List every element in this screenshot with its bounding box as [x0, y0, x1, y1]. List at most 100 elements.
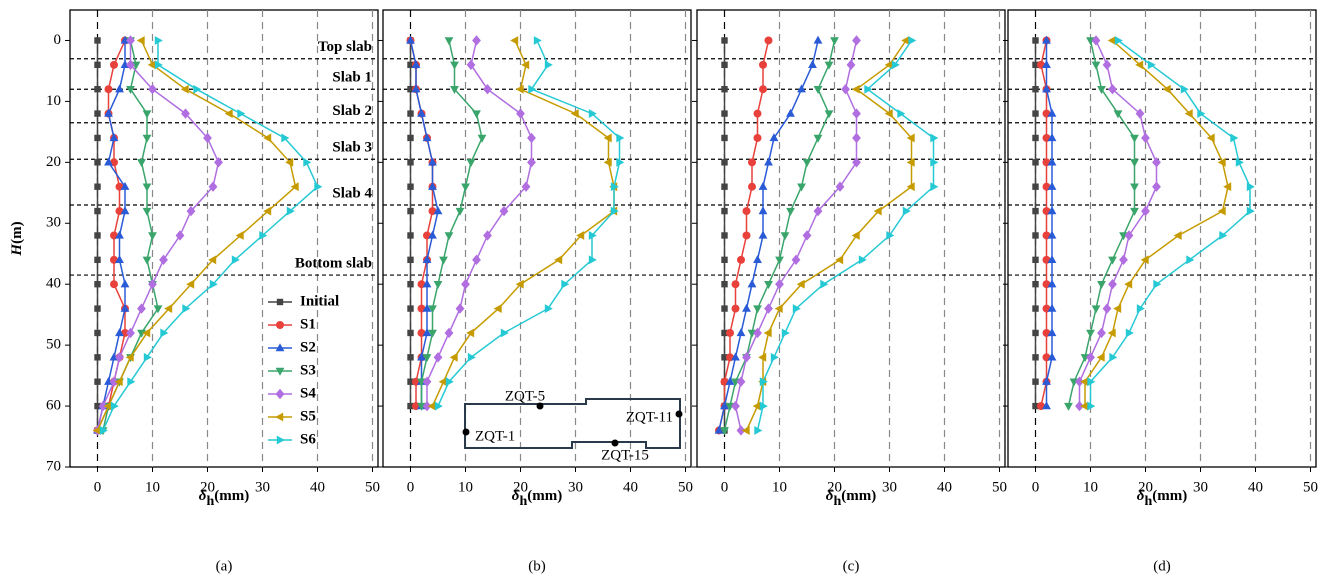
marker: [835, 181, 845, 192]
marker: [720, 427, 729, 436]
marker: [1032, 61, 1039, 69]
marker: [1087, 401, 1096, 411]
marker: [148, 84, 157, 95]
marker: [1047, 181, 1057, 190]
marker: [142, 134, 152, 143]
marker: [147, 60, 156, 70]
marker: [466, 328, 475, 338]
marker: [1047, 230, 1057, 239]
marker: [94, 256, 101, 264]
marker: [1130, 207, 1139, 216]
marker: [1152, 181, 1161, 192]
marker: [588, 109, 597, 118]
marker: [1075, 400, 1084, 412]
marker: [115, 328, 124, 337]
marker: [428, 305, 437, 314]
marker: [181, 108, 190, 119]
marker: [303, 157, 312, 167]
marker: [422, 376, 432, 387]
panel-caption: (d): [1153, 558, 1171, 574]
marker: [109, 133, 119, 142]
marker: [159, 254, 168, 266]
x-tick-label: 10: [1083, 479, 1098, 495]
marker: [797, 183, 806, 192]
marker: [186, 279, 195, 289]
marker: [758, 206, 768, 215]
marker: [433, 352, 443, 363]
marker: [742, 207, 751, 216]
y-tick-label: 0: [54, 32, 62, 48]
marker: [1107, 36, 1116, 45]
marker: [1246, 206, 1255, 216]
marker: [411, 60, 421, 69]
marker: [438, 377, 447, 387]
marker: [1223, 182, 1232, 192]
x-tick-label: 50: [1303, 479, 1318, 495]
marker: [466, 159, 476, 168]
marker: [841, 84, 850, 95]
series-line: [1078, 40, 1158, 407]
y-axis-label: H(m): [9, 221, 25, 256]
series-line: [1040, 40, 1048, 407]
inset-outline: [464, 398, 681, 449]
marker: [1141, 205, 1150, 217]
marker: [1147, 60, 1156, 70]
marker: [742, 303, 751, 312]
slab-label: Bottom slab: [295, 255, 372, 271]
marker: [753, 133, 762, 142]
marker: [407, 159, 414, 166]
x-tick-label: 50: [678, 479, 693, 495]
marker: [1086, 329, 1095, 338]
marker: [449, 352, 458, 362]
marker: [422, 400, 432, 412]
marker: [764, 36, 773, 45]
marker: [824, 110, 834, 119]
marker: [1080, 401, 1089, 411]
slab-label: Slab 1: [332, 70, 372, 86]
x-label-unit: (mm): [527, 488, 562, 504]
x-tick-label: 50: [992, 479, 1007, 495]
marker: [115, 255, 124, 264]
marker: [1091, 35, 1101, 46]
slab-label: Slab 4: [332, 185, 372, 201]
x-label-unit: (mm): [214, 488, 249, 504]
marker: [752, 401, 761, 411]
marker: [736, 425, 746, 436]
marker: [1124, 230, 1134, 241]
marker: [455, 303, 465, 314]
marker: [554, 255, 563, 265]
marker: [276, 298, 284, 306]
marker: [99, 426, 108, 435]
marker: [120, 181, 130, 190]
panel: 0 10 20 30 40 50 δh(mm) (c): [692, 9, 1007, 574]
marker: [439, 256, 448, 265]
marker: [209, 279, 218, 289]
marker: [1047, 303, 1057, 312]
marker: [450, 61, 459, 70]
marker: [820, 279, 829, 289]
marker: [154, 36, 163, 45]
marker: [731, 304, 740, 313]
marker: [148, 279, 157, 290]
x-tick-label: 40: [623, 479, 638, 495]
marker: [759, 401, 768, 411]
panel-caption: (b): [528, 558, 546, 574]
marker: [120, 206, 130, 215]
marker: [237, 109, 246, 118]
marker: [94, 183, 101, 190]
marker: [1032, 207, 1039, 215]
marker: [610, 182, 619, 192]
legend-label: S1: [300, 316, 316, 332]
marker: [94, 37, 101, 44]
marker: [182, 304, 191, 313]
x-axis-label: δh(mm): [826, 488, 876, 509]
marker: [444, 37, 454, 46]
series-line: [409, 40, 439, 407]
marker: [754, 426, 763, 435]
marker: [143, 352, 152, 362]
marker: [110, 280, 118, 289]
marker: [499, 205, 509, 217]
marker: [758, 181, 768, 190]
marker: [477, 134, 487, 143]
marker: [193, 84, 202, 94]
